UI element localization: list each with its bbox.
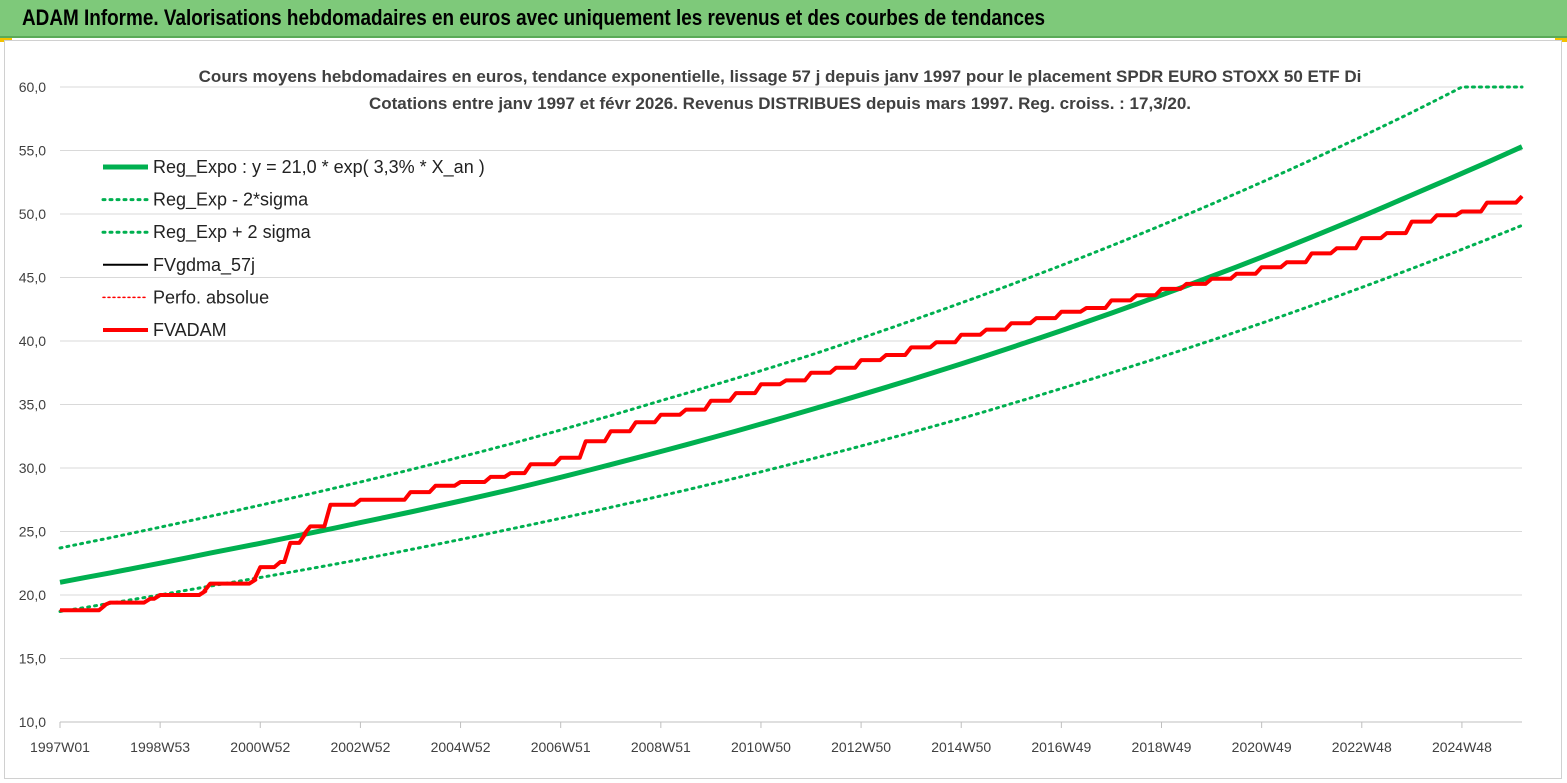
x-tick-label: 2016W49 (1031, 739, 1091, 755)
x-tick-label: 2022W48 (1332, 739, 1392, 755)
x-tick-label: 2010W50 (731, 739, 791, 755)
legend: Reg_Expo : y = 21,0 * exp( 3,3% * X_an )… (101, 157, 485, 340)
x-tick-label: 2004W52 (431, 739, 491, 755)
series-line (60, 195, 1523, 612)
y-tick-label: 20,0 (19, 587, 46, 603)
legend-label: Perfo. absolue (153, 287, 269, 307)
y-tick-label: 50,0 (19, 206, 46, 222)
chart-title-line2: Cotations entre janv 1997 et févr 2026. … (369, 94, 1191, 113)
x-axis: 1997W01 1998W53 2000W52 2002W52 2004W52 2006W… (30, 721, 1522, 755)
series-line (60, 194, 1524, 613)
y-tick-label: 55,0 (19, 143, 46, 159)
y-tick-label: 35,0 (19, 397, 46, 413)
y-tick-label: 60,0 (19, 79, 46, 95)
x-tick-label: 2000W52 (230, 739, 290, 755)
header-title: ADAM Informe. Valorisations hebdomadaire… (22, 5, 1046, 30)
x-tick-label: 2014W50 (931, 739, 991, 755)
chart-titles: Cours moyens hebdomadaires en euros, ten… (199, 67, 1362, 113)
y-tick-label: 15,0 (19, 651, 46, 667)
y-tick-label: 40,0 (19, 333, 46, 349)
x-tick-label: 2018W49 (1132, 739, 1192, 755)
y-tick-label: 45,0 (19, 270, 46, 286)
series-group (58, 85, 1524, 613)
chart-title-line1: Cours moyens hebdomadaires en euros, ten… (199, 67, 1362, 86)
series-line (59, 195, 1523, 611)
x-tick-label: 2024W48 (1432, 739, 1492, 755)
y-tick-label: 10,0 (19, 714, 46, 730)
y-axis: 10,0 15,0 20,0 25,0 30,0 35,0 40,0 45,0 50,0 55,0… (19, 79, 46, 730)
x-tick-label: 2002W52 (330, 739, 390, 755)
legend-label: Reg_Expo : y = 21,0 * exp( 3,3% * X_an ) (153, 157, 485, 178)
series-line (58, 223, 1524, 613)
series-line (59, 144, 1524, 585)
x-tick-label: 2008W51 (631, 739, 691, 755)
header-banner: ADAM Informe. Valorisations hebdomadaire… (0, 0, 1567, 38)
legend-label: FVADAM (153, 320, 227, 340)
x-tick-label: 2020W49 (1232, 739, 1292, 755)
legend-label: FVgdma_57j (153, 255, 255, 276)
y-tick-label: 25,0 (19, 524, 46, 540)
x-tick-label: 2012W50 (831, 739, 891, 755)
x-tick-label: 2006W51 (531, 739, 591, 755)
series-line (58, 85, 1524, 550)
y-tick-label: 30,0 (19, 460, 46, 476)
legend-label: Reg_Exp - 2*sigma (153, 190, 309, 211)
grid (60, 86, 1522, 723)
x-tick-label: 1998W53 (130, 739, 190, 755)
legend-label: Reg_Exp + 2 sigma (153, 222, 312, 243)
x-tick-label: 1997W01 (30, 739, 90, 755)
